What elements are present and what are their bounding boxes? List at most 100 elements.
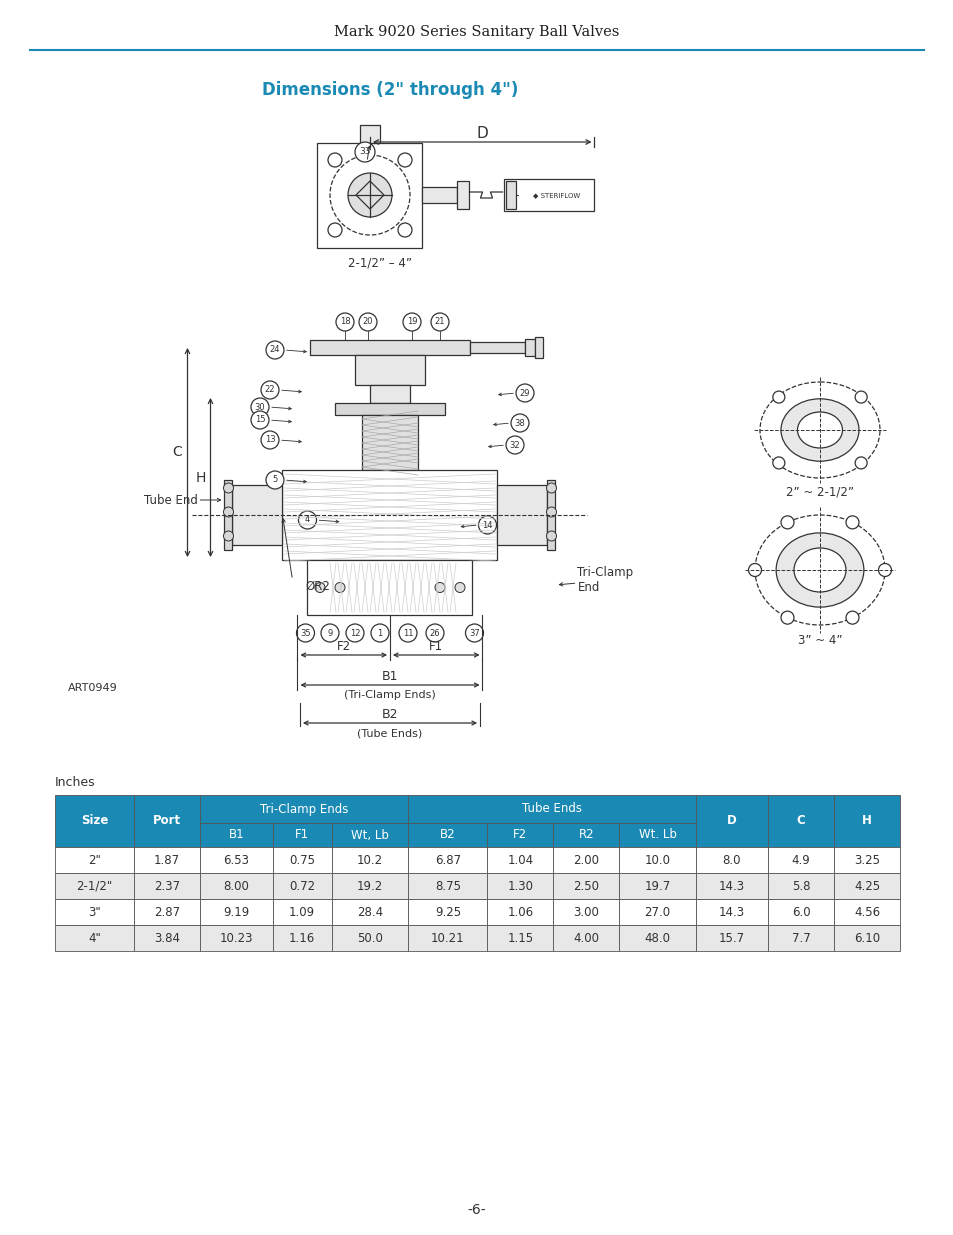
Circle shape: [435, 583, 444, 593]
Text: 35: 35: [300, 629, 311, 637]
Bar: [310, 340, 470, 354]
Text: -6-: -6-: [467, 1203, 486, 1216]
Text: 10.23: 10.23: [219, 931, 253, 945]
Circle shape: [402, 312, 420, 331]
Circle shape: [546, 483, 556, 493]
Text: 3": 3": [88, 905, 101, 919]
Text: 8.0: 8.0: [722, 853, 740, 867]
Bar: [487, 873, 553, 899]
Bar: [200, 847, 273, 873]
Text: Dimensions (2" through 4"): Dimensions (2" through 4"): [261, 82, 517, 99]
Text: 1.87: 1.87: [153, 853, 180, 867]
Bar: [695, 847, 767, 873]
Bar: [618, 925, 695, 951]
Bar: [55, 899, 134, 925]
Bar: [422, 186, 457, 203]
Text: 3.84: 3.84: [153, 931, 180, 945]
Bar: [55, 873, 134, 899]
Text: Port: Port: [152, 815, 181, 827]
Text: R2: R2: [578, 829, 594, 841]
Circle shape: [348, 173, 392, 217]
Bar: [695, 899, 767, 925]
Circle shape: [314, 583, 325, 593]
Circle shape: [298, 511, 316, 529]
Text: 0.72: 0.72: [289, 879, 314, 893]
Text: H: H: [862, 815, 871, 827]
Circle shape: [335, 312, 354, 331]
Bar: [55, 925, 134, 951]
Text: 19: 19: [406, 317, 416, 326]
Circle shape: [854, 391, 866, 403]
Circle shape: [371, 624, 389, 642]
Bar: [833, 899, 899, 925]
Text: 8.00: 8.00: [223, 879, 249, 893]
Text: F1: F1: [294, 829, 309, 841]
Bar: [200, 873, 273, 899]
Text: H: H: [195, 471, 206, 484]
Bar: [361, 415, 417, 471]
Text: 10.21: 10.21: [431, 931, 464, 945]
Text: C: C: [796, 815, 804, 827]
Bar: [134, 795, 200, 847]
Text: 10.2: 10.2: [356, 853, 383, 867]
Text: 4: 4: [305, 515, 310, 525]
Ellipse shape: [754, 515, 884, 625]
Text: 19.2: 19.2: [356, 879, 383, 893]
Text: 24: 24: [270, 346, 280, 354]
Bar: [332, 925, 408, 951]
Bar: [487, 925, 553, 951]
Circle shape: [261, 431, 278, 450]
Text: B2: B2: [381, 709, 397, 721]
Ellipse shape: [797, 412, 841, 448]
Bar: [553, 899, 618, 925]
Text: 8.75: 8.75: [435, 879, 460, 893]
Bar: [200, 899, 273, 925]
Bar: [408, 795, 695, 823]
Bar: [355, 354, 424, 385]
Text: 2.00: 2.00: [573, 853, 598, 867]
Circle shape: [251, 398, 269, 416]
Text: 29: 29: [519, 389, 530, 398]
Bar: [370, 385, 410, 403]
Circle shape: [223, 508, 233, 517]
Circle shape: [398, 624, 416, 642]
Text: (Tube Ends): (Tube Ends): [357, 727, 422, 739]
Bar: [282, 471, 497, 559]
Text: Tri-Clamp Ends: Tri-Clamp Ends: [259, 803, 348, 815]
Bar: [200, 823, 273, 847]
Bar: [55, 795, 134, 847]
Circle shape: [781, 611, 793, 624]
Circle shape: [465, 624, 483, 642]
Text: 21: 21: [435, 317, 445, 326]
Text: 1: 1: [377, 629, 382, 637]
Bar: [547, 480, 555, 550]
Text: D: D: [476, 126, 488, 141]
Bar: [408, 899, 487, 925]
Text: 2” ~ 2-1/2”: 2” ~ 2-1/2”: [785, 485, 853, 499]
Text: 1.04: 1.04: [507, 853, 533, 867]
Text: F2: F2: [336, 640, 351, 652]
Circle shape: [505, 436, 523, 454]
Text: 11: 11: [402, 629, 413, 637]
Text: 2-1/2” – 4”: 2-1/2” – 4”: [348, 256, 412, 269]
Circle shape: [511, 414, 529, 432]
Bar: [618, 873, 695, 899]
Bar: [200, 795, 408, 823]
Text: B1: B1: [228, 829, 244, 841]
Text: Tube Ends: Tube Ends: [521, 803, 581, 815]
Circle shape: [845, 516, 858, 529]
Text: Inches: Inches: [55, 776, 95, 788]
Bar: [408, 847, 487, 873]
Circle shape: [431, 312, 449, 331]
Text: F1: F1: [429, 640, 443, 652]
Bar: [335, 403, 444, 415]
Ellipse shape: [760, 382, 879, 478]
Circle shape: [328, 224, 341, 237]
Circle shape: [266, 471, 284, 489]
Circle shape: [328, 153, 341, 167]
Bar: [273, 873, 332, 899]
Circle shape: [878, 563, 890, 577]
Text: 27.0: 27.0: [643, 905, 670, 919]
Text: 5: 5: [273, 475, 277, 484]
Text: 14.3: 14.3: [719, 879, 744, 893]
